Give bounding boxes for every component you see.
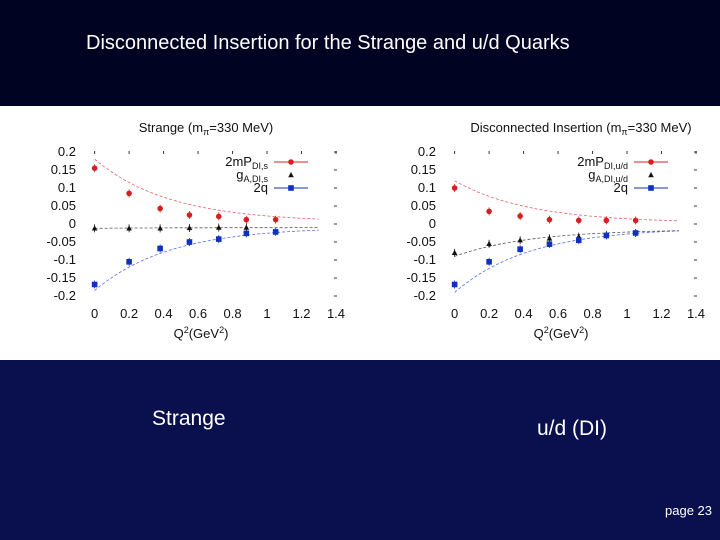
y-tick-label: -0.15	[406, 270, 436, 285]
x-tick-label: 0.2	[480, 306, 498, 321]
data-point-circle	[126, 191, 132, 197]
y-tick-label: -0.1	[54, 252, 76, 267]
data-point-circle	[244, 217, 250, 223]
y-tick-label: 0.15	[411, 162, 436, 177]
data-point-triangle	[547, 235, 553, 240]
data-point-circle	[452, 185, 458, 191]
data-point-triangle	[216, 225, 222, 230]
data-point-triangle	[486, 241, 492, 246]
x-tick-label: 0.8	[584, 306, 602, 321]
data-point-circle	[547, 217, 553, 223]
legend-marker-circle	[648, 159, 654, 165]
x-tick-label: 0.4	[515, 306, 533, 321]
data-point-square	[576, 237, 582, 243]
data-point-triangle	[452, 250, 458, 255]
data-point-circle	[486, 209, 492, 215]
legend-marker-circle	[288, 159, 294, 165]
data-point-square	[216, 236, 222, 242]
data-point-square	[486, 259, 492, 265]
data-point-circle	[216, 214, 222, 220]
data-point-square	[273, 229, 279, 235]
data-point-square	[604, 233, 610, 239]
legend-marker-triangle	[648, 172, 654, 177]
data-point-square	[452, 282, 458, 288]
data-point-circle	[92, 165, 98, 171]
legend-marker-square	[648, 185, 654, 191]
y-tick-label: 0.2	[58, 144, 76, 159]
data-point-circle	[157, 206, 163, 212]
y-tick-label: 0	[429, 216, 436, 231]
x-tick-label: 1.4	[327, 306, 345, 321]
data-point-square	[187, 239, 193, 245]
y-tick-label: 0	[69, 216, 76, 231]
data-point-square	[244, 231, 250, 237]
x-tick-label: 1.2	[292, 306, 310, 321]
data-point-triangle	[244, 225, 250, 230]
data-point-circle	[576, 218, 582, 224]
y-tick-label: -0.05	[46, 234, 76, 249]
y-tick-label: 0.1	[58, 180, 76, 195]
legend-label: 2mPDI,s	[225, 154, 268, 171]
y-tick-label: -0.2	[414, 288, 436, 303]
x-tick-label: 0.8	[224, 306, 242, 321]
chart-strange: Strange (mπ=330 MeV) 0.2 0.15 0.1 0.05 0 -0.05…	[0, 106, 360, 360]
x-tick-label: 0	[451, 306, 458, 321]
legend-marker-triangle	[288, 172, 294, 177]
page-number: page 23	[665, 503, 712, 518]
y-tick-label: -0.1	[414, 252, 436, 267]
legend-marker-square	[288, 185, 294, 191]
data-point-circle	[273, 217, 279, 223]
y-tick-label: -0.2	[54, 288, 76, 303]
y-tick-label: 0.05	[51, 198, 76, 213]
data-point-square	[633, 230, 639, 236]
x-tick-label: 1.2	[652, 306, 670, 321]
y-tick-label: 0.2	[418, 144, 436, 159]
chart-panel-strange: Strange (mπ=330 MeV) 0.2 0.15 0.1 0.05 0 -0.05…	[0, 106, 360, 360]
x-tick-label: 0.6	[189, 306, 207, 321]
data-point-circle	[633, 218, 639, 224]
data-point-circle	[604, 218, 610, 224]
fit-curve-0	[455, 181, 679, 221]
data-point-square	[517, 246, 523, 252]
data-point-triangle	[517, 237, 523, 242]
y-tick-label: 0.05	[411, 198, 436, 213]
x-tick-label: 0.2	[120, 306, 138, 321]
data-point-square	[126, 259, 132, 265]
chart-panel-ud: Disconnected Insertion (mπ=330 MeV) 0.2 0.…	[360, 106, 720, 360]
chart-title: Strange (mπ=330 MeV)	[139, 120, 273, 137]
slide-title: Disconnected Insertion for the Strange a…	[86, 32, 706, 55]
data-point-circle	[517, 213, 523, 219]
data-point-square	[157, 246, 163, 252]
y-tick-label: 0.15	[51, 162, 76, 177]
legend-label: 2q	[254, 180, 268, 195]
x-tick-label: 0.6	[549, 306, 567, 321]
chart-ud-di: Disconnected Insertion (mπ=330 MeV) 0.2 0.…	[360, 106, 720, 360]
x-tick-label: 0	[91, 306, 98, 321]
fit-curve-0	[95, 159, 319, 219]
x-tick-label: 1	[263, 306, 270, 321]
caption-strange: Strange	[152, 407, 226, 431]
y-tick-label: -0.05	[406, 234, 436, 249]
chart-title: Disconnected Insertion (mπ=330 MeV)	[470, 120, 691, 137]
y-tick-label: 0.1	[418, 180, 436, 195]
x-axis-label: Q2(GeV2)	[174, 325, 229, 341]
data-point-square	[547, 241, 553, 247]
x-tick-label: 1	[623, 306, 630, 321]
legend-label: 2q	[614, 180, 628, 195]
caption-ud-di: u/d (DI)	[537, 417, 607, 441]
x-tick-label: 0.4	[155, 306, 173, 321]
x-axis-label: Q2(GeV2)	[534, 325, 589, 341]
x-tick-label: 1.4	[687, 306, 705, 321]
data-point-circle	[187, 212, 193, 218]
data-point-square	[92, 282, 98, 288]
y-tick-label: -0.15	[46, 270, 76, 285]
legend-label: 2mPDI,u/d	[577, 154, 628, 171]
